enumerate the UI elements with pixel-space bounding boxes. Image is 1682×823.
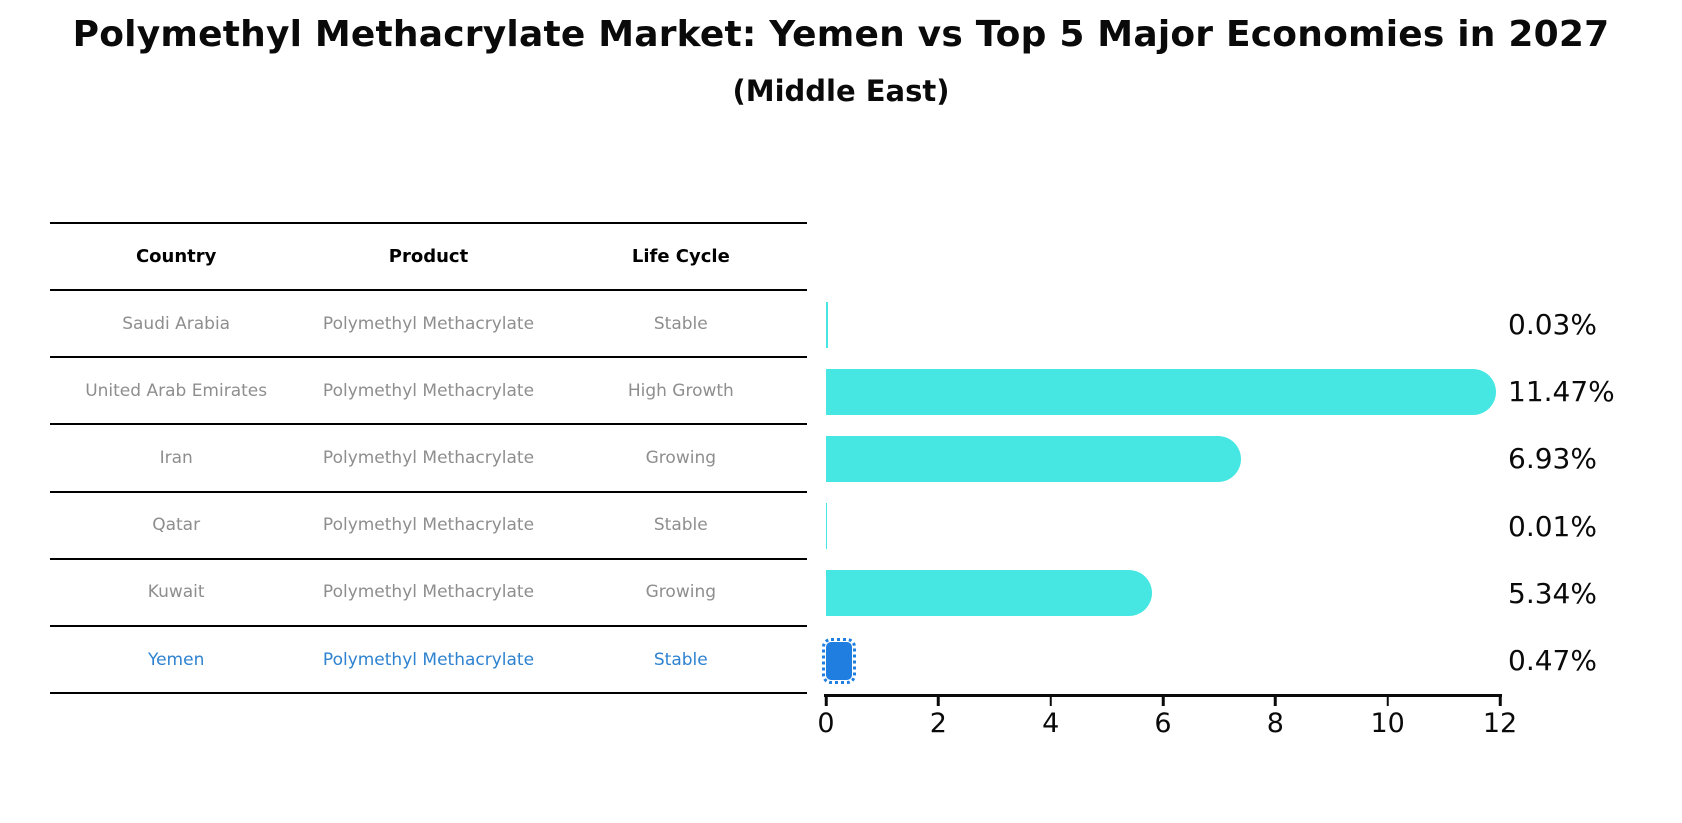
table-cell-country: United Arab Emirates bbox=[85, 380, 268, 401]
value-label: 0.47% bbox=[1508, 644, 1597, 678]
table-cell-country: Saudi Arabia bbox=[122, 313, 231, 334]
bar-iran bbox=[826, 435, 1242, 482]
x-axis-tick-mark bbox=[1274, 696, 1277, 706]
table-cell-life-cycle: Stable bbox=[653, 515, 708, 536]
bar-qatar bbox=[826, 503, 827, 550]
table-body: Saudi Arabia Polymethyl Methacrylate Sta… bbox=[50, 291, 807, 695]
table-cell-product: Polymethyl Methacrylate bbox=[322, 515, 535, 536]
country-table: Country Product Life Cycle Saudi Arabia … bbox=[50, 222, 807, 695]
table-row-kuwait: Kuwait Polymethyl Methacrylate Growing bbox=[50, 560, 807, 627]
bar-kuwait bbox=[826, 570, 1152, 617]
x-axis-tick-label: 8 bbox=[1266, 708, 1284, 739]
table-row-qatar: Qatar Polymethyl Methacrylate Stable bbox=[50, 493, 807, 560]
column-header-life-cycle: Life Cycle bbox=[631, 246, 730, 267]
table-row-iran: Iran Polymethyl Methacrylate Growing bbox=[50, 425, 807, 493]
x-axis-tick-label: 6 bbox=[1154, 708, 1172, 739]
column-header-product: Product bbox=[388, 246, 469, 267]
table-row-united-arab-emirates: United Arab Emirates Polymethyl Methacry… bbox=[50, 358, 807, 426]
x-axis-tick-mark bbox=[824, 696, 828, 706]
table-row-saudi-arabia: Saudi Arabia Polymethyl Methacrylate Sta… bbox=[50, 291, 807, 359]
x-axis-tick-label: 12 bbox=[1482, 708, 1518, 739]
value-label: 11.47% bbox=[1508, 375, 1615, 409]
chart-title: Polymethyl Methacrylate Market: Yemen vs… bbox=[72, 14, 1610, 55]
bar-saudi-arabia bbox=[826, 301, 828, 348]
bar-slot bbox=[826, 425, 1500, 492]
table-cell-product: Polymethyl Methacrylate bbox=[322, 649, 535, 670]
x-axis-tick-label: 4 bbox=[1042, 708, 1060, 739]
table-cell-life-cycle: Growing bbox=[645, 447, 717, 468]
table-row-yemen: Yemen Polymethyl Methacrylate Stable bbox=[50, 627, 807, 695]
value-label: 5.34% bbox=[1508, 576, 1597, 610]
table-cell-life-cycle: High Growth bbox=[627, 380, 734, 401]
table-cell-life-cycle: Stable bbox=[653, 313, 708, 334]
x-axis-tick-mark bbox=[937, 696, 940, 706]
chart-subtitle: (Middle East) bbox=[732, 74, 950, 108]
value-label: 6.93% bbox=[1508, 442, 1597, 476]
table-cell-life-cycle: Growing bbox=[645, 582, 717, 603]
bar-chart-plot-area bbox=[821, 291, 1500, 694]
x-axis-tick-mark bbox=[1498, 696, 1502, 706]
bar-slot bbox=[826, 493, 1500, 560]
table-cell-country: Qatar bbox=[152, 515, 201, 536]
bar-yemen bbox=[821, 637, 857, 684]
table-cell-product: Polymethyl Methacrylate bbox=[322, 313, 535, 334]
bar-united-arab-emirates bbox=[826, 368, 1497, 415]
column-header-country: Country bbox=[135, 246, 217, 267]
x-axis-line bbox=[824, 694, 1502, 697]
table-cell-product: Polymethyl Methacrylate bbox=[322, 582, 535, 603]
table-cell-country: Kuwait bbox=[147, 582, 205, 603]
x-axis-tick-mark bbox=[1049, 696, 1052, 706]
value-labels: 0.03% 11.47% 6.93% 0.01% 5.34% 0.47% bbox=[1508, 291, 1678, 694]
table-cell-product: Polymethyl Methacrylate bbox=[322, 380, 535, 401]
bar-slot bbox=[826, 291, 1500, 358]
table-header-row: Country Product Life Cycle bbox=[50, 222, 807, 291]
table-cell-country: Iran bbox=[159, 447, 193, 468]
x-axis-tick-label: 2 bbox=[929, 708, 947, 739]
x-axis-tick-mark bbox=[1386, 696, 1389, 706]
table-cell-life-cycle: Stable bbox=[653, 649, 708, 670]
value-label: 0.01% bbox=[1508, 509, 1597, 543]
bar-slot bbox=[821, 627, 1500, 694]
x-axis-tick-label: 0 bbox=[817, 708, 835, 739]
x-axis-tick-label: 10 bbox=[1370, 708, 1405, 739]
x-axis-ticks: 0 2 4 6 8 10 12 bbox=[817, 694, 1517, 754]
table-cell-country: Yemen bbox=[147, 649, 205, 670]
value-label: 0.03% bbox=[1508, 308, 1597, 342]
bar-slot bbox=[826, 358, 1500, 425]
bar-slot bbox=[826, 560, 1500, 627]
x-axis-tick-mark bbox=[1161, 696, 1165, 706]
table-cell-product: Polymethyl Methacrylate bbox=[322, 447, 535, 468]
